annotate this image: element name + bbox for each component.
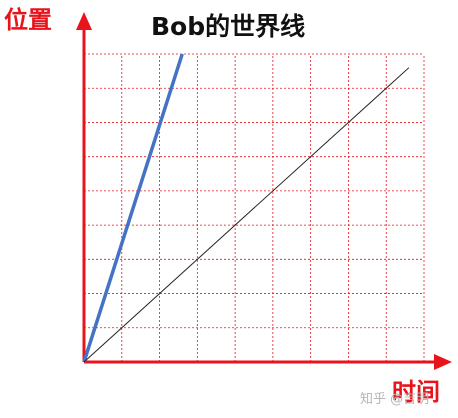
grid-lines — [84, 53, 425, 362]
series-lines — [82, 53, 410, 363]
x-axis-arrow — [434, 354, 452, 370]
x-axis-label: 时间 — [392, 378, 440, 406]
chart-title: Bob的世界线 — [151, 12, 306, 41]
y-axis-label: 位置 — [4, 6, 52, 34]
series-line-bob — [82, 53, 184, 363]
y-axis-arrow — [76, 12, 92, 30]
watermark-text: 知乎 @吉明 — [360, 392, 430, 407]
axes — [76, 12, 452, 370]
series-line-reference — [83, 67, 410, 363]
